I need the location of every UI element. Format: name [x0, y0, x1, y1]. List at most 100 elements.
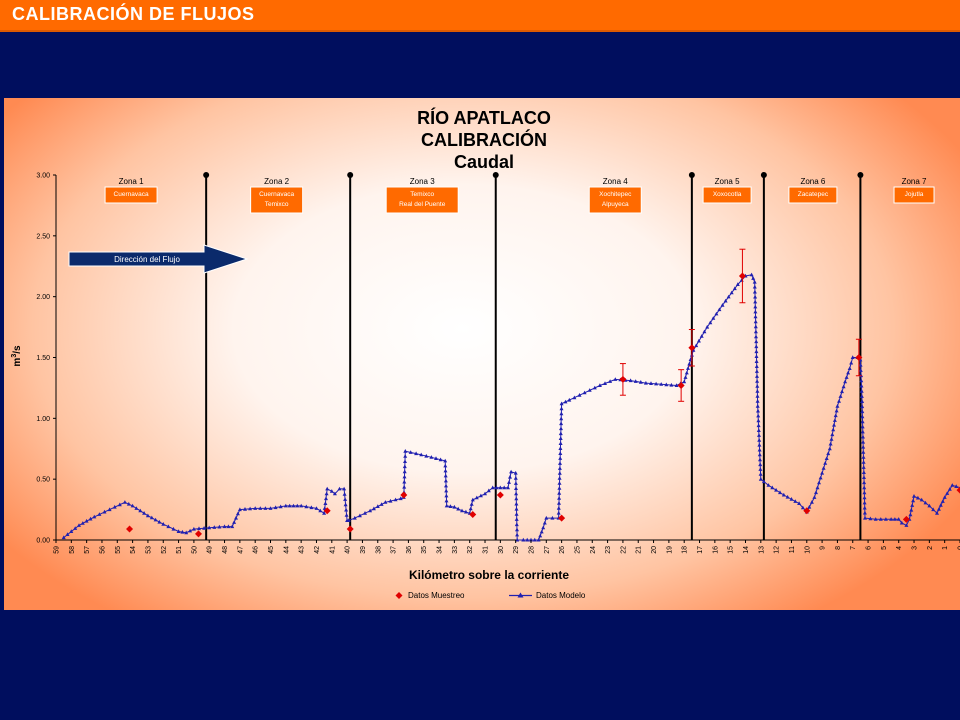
model-point [283, 503, 288, 508]
model-point [357, 513, 362, 518]
model-point [268, 506, 273, 510]
model-point [793, 499, 798, 503]
sample-point [126, 525, 134, 533]
model-point [507, 480, 511, 484]
model-point [557, 486, 562, 490]
model-point [77, 523, 81, 527]
model-point [346, 518, 351, 522]
model-point [514, 506, 519, 511]
model-point [80, 521, 85, 525]
model-point [448, 504, 453, 508]
model-point [314, 506, 319, 510]
model-point [557, 496, 562, 500]
model-point [383, 500, 388, 504]
model-point [643, 380, 648, 385]
model-point [556, 510, 561, 515]
model-point [861, 455, 866, 459]
model-point [443, 478, 448, 483]
zone-boundary-dot [760, 172, 767, 178]
model-point [557, 476, 562, 480]
model-point [402, 474, 407, 479]
model-point [818, 475, 823, 480]
zone-town-box [702, 186, 752, 204]
model-point [403, 459, 407, 463]
model-point [720, 303, 725, 307]
model-point [892, 517, 897, 521]
model-point [758, 477, 763, 481]
model-point [834, 408, 839, 413]
model-point [508, 474, 512, 479]
model-point [664, 382, 669, 387]
model-point [814, 490, 818, 495]
model-point [862, 495, 867, 500]
model-point [862, 505, 867, 510]
model-point [557, 481, 562, 485]
model-point [563, 399, 568, 404]
x-tick-label: 13 [758, 546, 765, 554]
model-point [559, 421, 564, 426]
model-point [352, 515, 357, 520]
sample-point [346, 525, 354, 533]
model-point [910, 503, 915, 507]
model-point [809, 500, 814, 504]
model-point [253, 506, 258, 510]
model-point [756, 418, 761, 423]
x-tick-label: 37 [391, 546, 398, 554]
model-point [812, 495, 817, 499]
model-point [438, 457, 443, 462]
x-tick-label: 35 [421, 546, 428, 554]
model-point [752, 279, 757, 284]
model-point [559, 426, 563, 431]
model-point [841, 384, 846, 389]
model-point [424, 453, 429, 458]
model-point [753, 294, 758, 299]
model-point [102, 509, 107, 514]
zone-boundary-dot [857, 172, 864, 178]
model-point [927, 503, 932, 508]
sample-point [855, 354, 863, 361]
model-point [908, 512, 913, 517]
model-point [761, 479, 766, 484]
model-point [542, 520, 547, 525]
model-point [234, 515, 238, 520]
model-point [833, 413, 838, 418]
chart-title-line-3: Caudal [454, 152, 514, 172]
model-point [889, 517, 894, 521]
zone-name: Zona 2 [264, 177, 289, 186]
model-point [514, 517, 519, 521]
model-point [860, 414, 865, 419]
model-point [817, 480, 821, 485]
model-point [299, 503, 304, 508]
model-point [557, 491, 562, 495]
model-point [176, 529, 181, 533]
model-point [757, 447, 762, 452]
zone-name: Zona 7 [902, 177, 927, 186]
model-point [263, 506, 268, 510]
model-point [559, 401, 564, 406]
model-point [460, 508, 464, 513]
x-tick-label: 4 [896, 546, 903, 550]
model-point [936, 507, 941, 511]
x-tick-label: 0 [958, 546, 960, 550]
model-point [557, 471, 562, 475]
model-point [559, 406, 564, 411]
x-tick-label: 2 [927, 546, 934, 550]
model-point [402, 464, 407, 469]
model-point [559, 411, 564, 416]
model-point [861, 439, 866, 444]
model-point [434, 456, 438, 460]
model-point [860, 409, 865, 414]
model-point [755, 379, 760, 383]
model-point [919, 497, 924, 502]
model-point [753, 299, 758, 304]
model-point [318, 508, 323, 513]
model-point [749, 272, 754, 277]
model-point [935, 511, 939, 515]
model-point [858, 357, 863, 362]
model-point [273, 505, 278, 510]
model-point [332, 491, 337, 496]
model-point [899, 520, 904, 525]
model-point [230, 524, 235, 529]
zone-town-box [385, 186, 459, 214]
model-point [909, 507, 914, 512]
